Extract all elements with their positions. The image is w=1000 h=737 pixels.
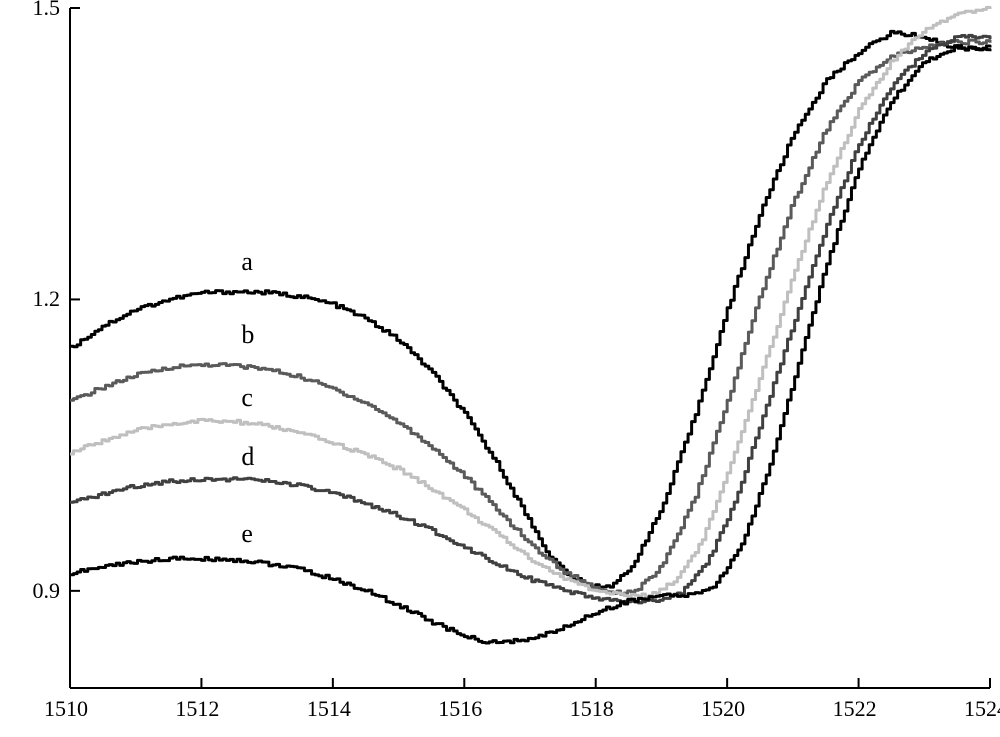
x-tick-label: 1512 xyxy=(175,696,219,722)
x-tick-label: 1516 xyxy=(438,696,482,722)
x-tick-label: 1518 xyxy=(570,696,614,722)
series-label-d: d xyxy=(241,442,254,472)
series-label-b: b xyxy=(241,320,254,350)
series-a xyxy=(70,31,990,587)
y-tick-label: 0.9 xyxy=(33,578,61,604)
x-tick-label: 1514 xyxy=(307,696,351,722)
x-tick-label: 1522 xyxy=(833,696,877,722)
x-tick-label: 1510 xyxy=(44,696,88,722)
y-tick-label: 1.5 xyxy=(33,0,61,21)
y-tick-label: 1.2 xyxy=(33,286,61,312)
line-chart xyxy=(0,0,1000,737)
x-tick-label: 1520 xyxy=(701,696,745,722)
x-tick-label: 1524 xyxy=(964,696,1000,722)
series-label-e: e xyxy=(241,519,253,549)
series-b xyxy=(70,40,990,594)
series-label-c: c xyxy=(241,383,253,413)
series-label-a: a xyxy=(241,247,253,277)
